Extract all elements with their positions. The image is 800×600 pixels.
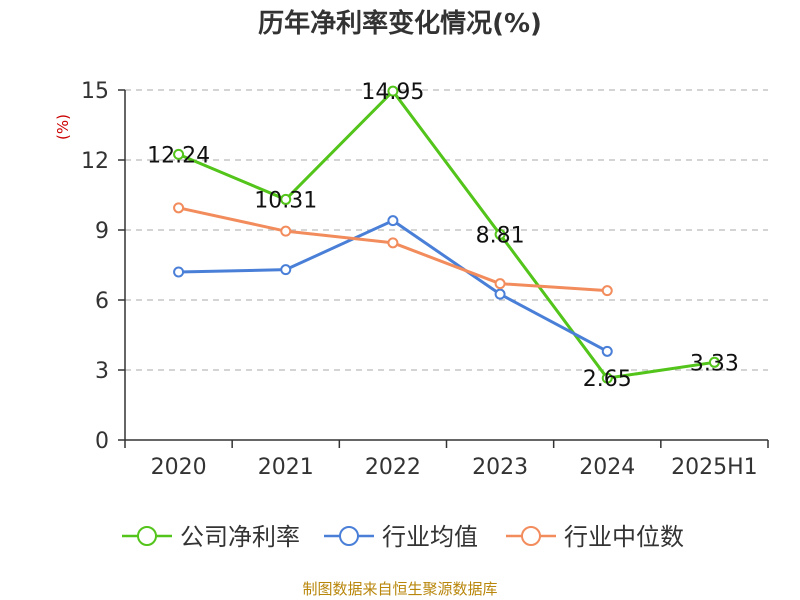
y-tick-label: 12 <box>81 149 109 174</box>
grid-lines <box>125 89 768 371</box>
y-tick-label: 3 <box>95 359 109 384</box>
data-point <box>173 148 185 160</box>
x-tick-label: 2022 <box>365 455 421 480</box>
data-point <box>494 278 506 290</box>
legend-marker-icon <box>521 526 541 546</box>
data-label: 12.24 <box>147 143 210 168</box>
data-point <box>173 266 185 278</box>
x-tick-label: 2025H1 <box>671 455 758 480</box>
y-tick-label: 6 <box>95 289 109 314</box>
legend-label: 公司净利率 <box>180 523 300 551</box>
data-point <box>280 264 292 276</box>
legend-item[interactable]: 行业中位数 <box>506 523 684 551</box>
chart-title: 历年净利率变化情况(%) <box>258 9 542 39</box>
data-point <box>387 237 399 249</box>
data-label: 2.65 <box>583 367 632 392</box>
source-note: 制图数据来自恒生聚源数据库 <box>302 580 498 598</box>
x-tick-label: 2024 <box>579 455 635 480</box>
legend[interactable]: 公司净利率 行业均值 行业中位数 <box>122 523 684 551</box>
legend-item[interactable]: 公司净利率 <box>122 523 300 551</box>
data-label: 8.81 <box>476 223 525 248</box>
x-tick-label: 2023 <box>472 455 528 480</box>
y-tick-label: 9 <box>95 219 109 244</box>
data-point <box>494 228 506 240</box>
data-label: 3.33 <box>690 351 739 376</box>
axes: 0 3 6 9 12 15 2020 2021 2022 2023 2024 2025H1 <box>81 79 769 480</box>
legend-label: 行业中位数 <box>564 523 684 551</box>
y-tick-label: 0 <box>95 429 109 454</box>
legend-marker-icon <box>339 526 359 546</box>
data-point <box>708 356 720 368</box>
data-point <box>387 215 399 227</box>
data-label: 14.95 <box>361 80 424 105</box>
data-label: 10.31 <box>254 188 317 213</box>
series-line <box>178 89 715 380</box>
y-tick-label: 15 <box>81 79 109 104</box>
legend-item[interactable]: 行业均值 <box>324 523 478 551</box>
data-point <box>280 225 292 237</box>
data-point <box>280 193 292 205</box>
series-lines <box>173 85 720 384</box>
data-point <box>601 372 613 384</box>
legend-marker-icon <box>137 526 157 546</box>
data-labels: 12.24 10.31 14.95 8.81 2.65 3.33 <box>147 80 739 392</box>
legend-label: 行业均值 <box>382 523 478 551</box>
x-tick-label: 2020 <box>151 455 207 480</box>
data-point <box>601 345 613 357</box>
y-axis-unit-label: (%) <box>54 114 72 140</box>
data-point <box>494 288 506 300</box>
data-point <box>387 85 399 97</box>
data-point <box>173 202 185 214</box>
data-point <box>601 285 613 297</box>
x-tick-label: 2021 <box>258 455 314 480</box>
